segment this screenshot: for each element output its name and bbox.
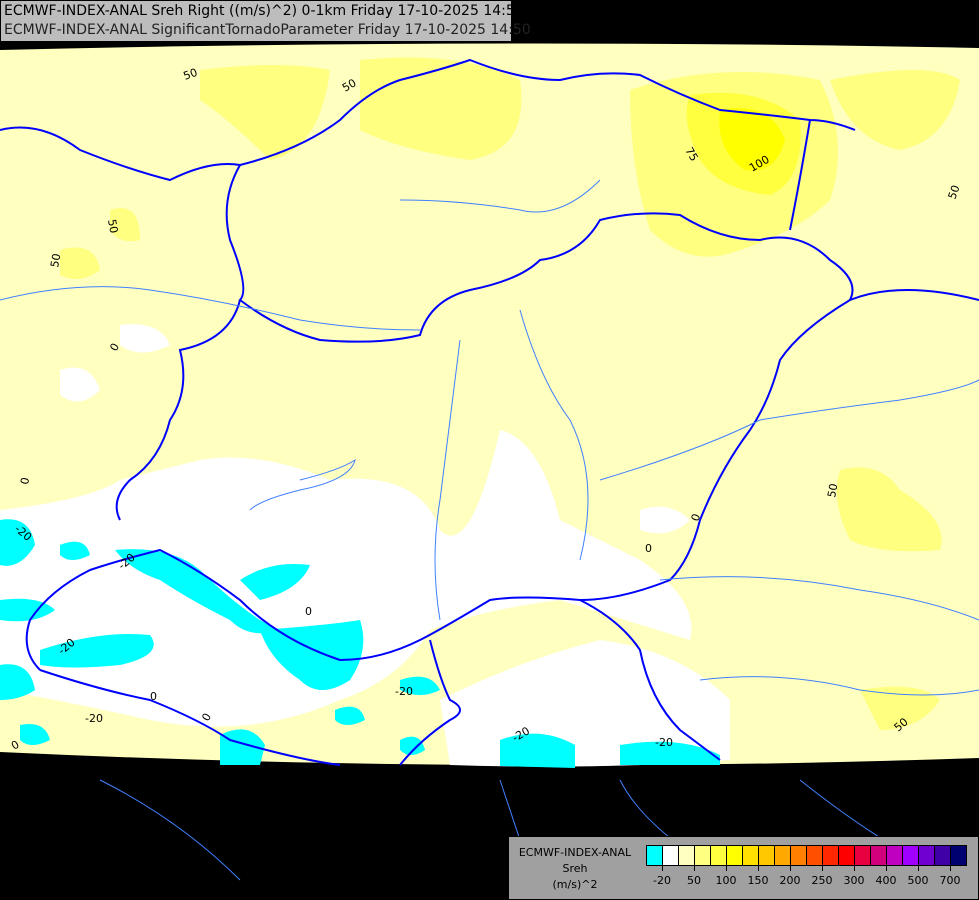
legend-tick-label: 50 bbox=[687, 874, 701, 887]
svg-text:-20: -20 bbox=[395, 685, 413, 698]
legend-tick-label: 300 bbox=[843, 874, 865, 887]
legend-tick-label: 150 bbox=[747, 874, 769, 887]
svg-text:0: 0 bbox=[150, 690, 157, 703]
legend-tick-label: 200 bbox=[779, 874, 801, 887]
legend-ticks: -20 50 100 150 200 250 300 400 500 700 bbox=[646, 866, 968, 896]
legend-swatch bbox=[807, 846, 823, 865]
legend-swatch bbox=[727, 846, 743, 865]
svg-text:-20: -20 bbox=[85, 712, 103, 725]
svg-text:50: 50 bbox=[105, 218, 120, 234]
color-legend: ECMWF-INDEX-ANAL Sreh (m/s)^2 -20 50 100 15… bbox=[508, 836, 979, 900]
legend-swatch bbox=[951, 846, 966, 865]
svg-text:50: 50 bbox=[946, 183, 963, 201]
svg-text:50: 50 bbox=[182, 66, 200, 83]
legend-unit: (m/s)^2 bbox=[552, 878, 598, 891]
legend-tick bbox=[790, 866, 791, 871]
svg-text:0: 0 bbox=[305, 605, 312, 618]
svg-text:0: 0 bbox=[689, 512, 704, 523]
legend-swatch bbox=[663, 846, 679, 865]
cyan-zones bbox=[0, 519, 720, 768]
legend-variable: Sreh bbox=[562, 862, 588, 875]
legend-swatch bbox=[679, 846, 695, 865]
legend-tick-label: 700 bbox=[939, 874, 961, 887]
legend-tick bbox=[726, 866, 727, 871]
legend-title: ECMWF-INDEX-ANAL Sreh (m/s)^2 bbox=[513, 845, 637, 893]
svg-text:50: 50 bbox=[825, 482, 840, 498]
yellow-zones bbox=[60, 57, 960, 730]
legend-tick bbox=[854, 866, 855, 871]
legend-colorbar bbox=[646, 845, 967, 866]
legend-swatch bbox=[775, 846, 791, 865]
country-borders bbox=[0, 58, 979, 766]
legend-tick-label: 250 bbox=[811, 874, 833, 887]
legend-model: ECMWF-INDEX-ANAL bbox=[518, 846, 632, 859]
svg-text:50: 50 bbox=[340, 76, 359, 94]
legend-tick-label: 500 bbox=[907, 874, 929, 887]
legend-swatch bbox=[935, 846, 951, 865]
legend-tick bbox=[662, 866, 663, 871]
legend-swatch bbox=[919, 846, 935, 865]
svg-text:75: 75 bbox=[682, 145, 700, 164]
white-zones bbox=[0, 324, 730, 767]
map-title: ECMWF-INDEX-ANAL Sreh Right ((m/s)^2) 0-… bbox=[0, 0, 531, 42]
rivers bbox=[0, 179, 979, 900]
legend-tick bbox=[758, 866, 759, 871]
legend-tick bbox=[694, 866, 695, 871]
legend-swatch bbox=[647, 846, 663, 865]
legend-swatch bbox=[887, 846, 903, 865]
svg-text:0: 0 bbox=[645, 542, 652, 555]
legend-swatch bbox=[743, 846, 759, 865]
legend-tick bbox=[822, 866, 823, 871]
legend-swatch bbox=[855, 846, 871, 865]
title-line-stp: ECMWF-INDEX-ANAL SignificantTornadoParam… bbox=[4, 22, 531, 38]
legend-swatch bbox=[711, 846, 727, 865]
legend-tick-label: 100 bbox=[715, 874, 737, 887]
legend-swatch bbox=[839, 846, 855, 865]
legend-tick bbox=[950, 866, 951, 871]
legend-tick bbox=[918, 866, 919, 871]
legend-swatch bbox=[695, 846, 711, 865]
svg-text:50: 50 bbox=[48, 252, 63, 268]
legend-tick-label: -20 bbox=[653, 874, 671, 887]
legend-swatch bbox=[871, 846, 887, 865]
svg-text:0: 0 bbox=[18, 476, 32, 485]
title-line-sreh: ECMWF-INDEX-ANAL Sreh Right ((m/s)^2) 0-… bbox=[4, 3, 524, 19]
legend-swatch bbox=[759, 846, 775, 865]
legend-swatch bbox=[823, 846, 839, 865]
legend-swatch bbox=[791, 846, 807, 865]
legend-tick bbox=[886, 866, 887, 871]
legend-tick-label: 400 bbox=[875, 874, 897, 887]
legend-swatch bbox=[903, 846, 919, 865]
svg-text:-20: -20 bbox=[655, 736, 673, 749]
